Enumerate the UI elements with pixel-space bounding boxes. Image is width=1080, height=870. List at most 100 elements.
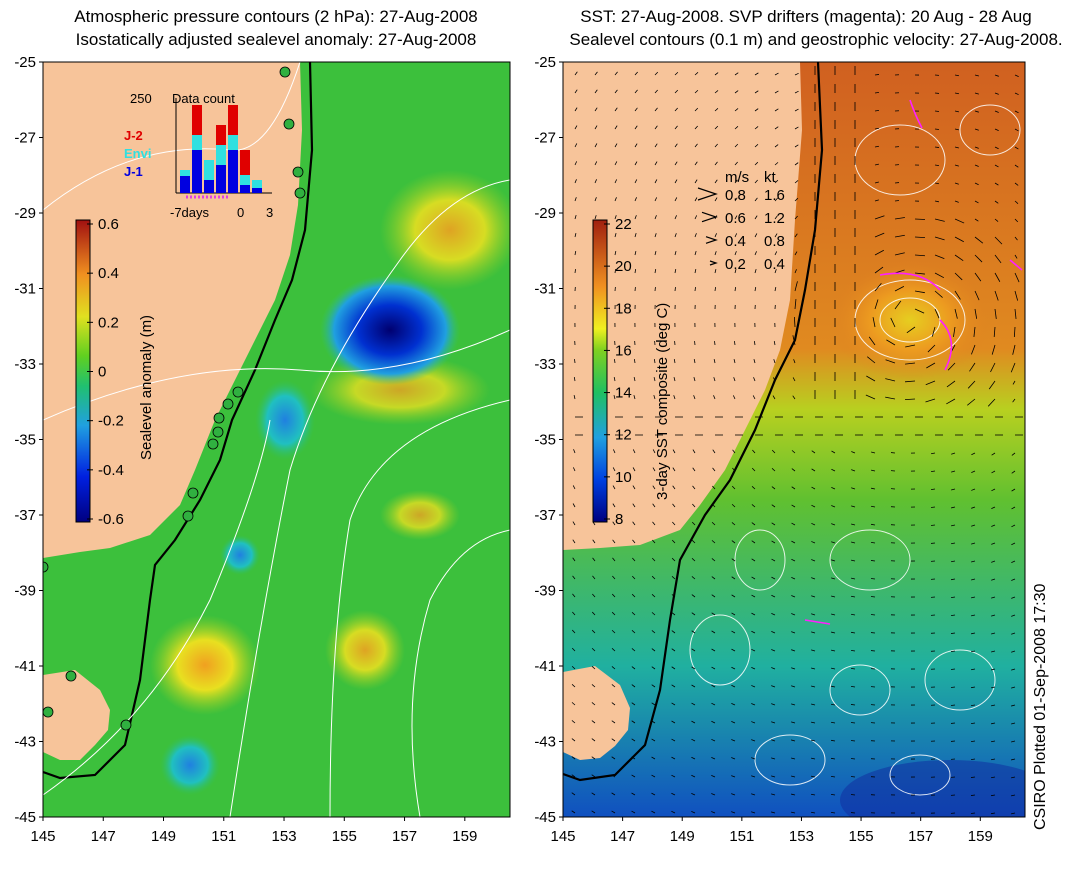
velocity-arrow: [950, 560, 956, 563]
velocity-arrow: [654, 143, 658, 148]
velocity-arrow: [974, 272, 982, 282]
velocity-arrow: [631, 810, 636, 814]
x-tick-label: 145: [30, 828, 55, 845]
velocity-arrow: [731, 594, 736, 598]
velocity-arrow: [831, 559, 836, 562]
velocity-arrow: [794, 215, 798, 220]
colorbar-tick-label: -0.4: [98, 462, 124, 479]
y-tick-label: -45: [14, 809, 36, 826]
velocity-arrow: [991, 668, 996, 671]
velocity-arrow: [951, 524, 956, 527]
velocity-arrow: [970, 722, 976, 725]
velocity-arrow: [634, 107, 638, 112]
velocity-arrow: [613, 395, 616, 400]
velocity-arrow: [831, 450, 836, 454]
velocity-arrow: [611, 756, 616, 760]
velocity-arrow: [905, 362, 916, 365]
velocity-arrow: [731, 558, 736, 562]
velocity-arrow: [830, 757, 836, 760]
velocity-arrow: [925, 380, 936, 386]
velocity-arrow: [711, 576, 716, 580]
velocity-arrow: [774, 269, 777, 274]
velocity-arrow: [771, 594, 776, 598]
velocity-arrow: [634, 233, 637, 238]
velocity-arrow: [654, 233, 657, 238]
velocity-arrow: [594, 143, 598, 148]
velocity-arrow: [810, 793, 816, 796]
velocity-arrow: [674, 125, 678, 130]
velocity-arrow: [850, 631, 856, 634]
velocity-arrow: [771, 540, 776, 544]
velocity-arrow: [614, 161, 618, 166]
velocity-arrow: [591, 629, 596, 634]
velocity-arrow: [671, 612, 676, 616]
velocity-arrow: [591, 738, 596, 742]
velocity-arrow: [1011, 470, 1016, 474]
velocity-arrow: [611, 738, 616, 742]
velocity-arrow: [734, 233, 738, 238]
velocity-arrow: [950, 596, 956, 599]
velocity-arrow: [811, 703, 816, 706]
sealevel-colorbar: 0.6 0.4 0.2 0 -0.2 -0.4 -0.6 Sealevel anomaly …: [75, 216, 155, 528]
velocity-arrow: [673, 395, 676, 400]
velocity-arrow: [906, 326, 916, 334]
velocity-arrow: [594, 71, 598, 76]
velocity-arrow: [794, 162, 799, 166]
velocity-arrow: [632, 449, 636, 454]
velocity-arrow: [1014, 146, 1019, 150]
velocity-arrow: [751, 630, 756, 634]
velocity-arrow: [652, 485, 656, 490]
velocity-arrow: [954, 110, 959, 113]
velocity-arrow: [791, 703, 796, 706]
velocity-arrow: [974, 236, 984, 244]
velocity-arrow: [994, 308, 997, 319]
velocity-arrow: [970, 704, 976, 707]
velocity-arrow: [671, 774, 676, 778]
velocity-arrow: [991, 596, 996, 599]
colorbar-tick-label: 20: [615, 258, 632, 275]
y-tick-label: -31: [14, 281, 36, 298]
velocity-arrow: [671, 539, 676, 544]
velocity-arrow: [611, 774, 616, 778]
velocity-arrow: [771, 811, 776, 814]
velocity-arrow: [631, 738, 636, 742]
velocity-arrow: [714, 340, 716, 346]
velocity-arrow: [734, 269, 737, 274]
colorbar-tick-label: -0.2: [98, 413, 124, 430]
velocity-arrow: [592, 593, 596, 598]
velocity-arrow: [614, 197, 617, 202]
velocity-arrow: [711, 684, 716, 688]
velocity-arrow: [894, 234, 905, 238]
x-tick-label: 153: [272, 828, 297, 845]
velocity-arrow: [830, 703, 836, 706]
velocity-arrow: [994, 272, 1001, 282]
y-tick-label: -43: [534, 734, 556, 751]
velocity-arrow: [714, 251, 717, 256]
velocity-arrow: [771, 685, 776, 688]
velocity-arrow: [711, 666, 716, 670]
velocity-arrow: [925, 398, 936, 403]
velocity-arrow: [794, 126, 799, 130]
velocity-arrow: [831, 541, 836, 544]
velocity-arrow: [591, 684, 596, 688]
velocity-arrow: [752, 449, 756, 454]
velocity-arrow: [811, 721, 816, 724]
velocity-arrow: [811, 595, 816, 598]
velocity-arrow: [691, 738, 696, 742]
velocity-arrow: [711, 558, 716, 562]
velocity-arrow: [754, 108, 759, 112]
velocity-arrow: [811, 559, 816, 562]
velocity-arrow: [1011, 650, 1016, 653]
velocity-arrow: [991, 470, 996, 474]
velocity-arrow: [811, 468, 816, 472]
velocity-arrow: [991, 686, 996, 689]
velocity-arrow: [771, 468, 776, 472]
velocity-arrow: [731, 666, 736, 670]
velocity-arrow: [751, 540, 756, 544]
velocity-arrow: [950, 632, 956, 634]
velocity-arrow: [772, 377, 776, 382]
velocity-arrow: [831, 685, 836, 688]
velocity-arrow: [692, 449, 696, 454]
velocity-arrow: [691, 521, 696, 526]
velocity-arrow: [631, 684, 636, 688]
